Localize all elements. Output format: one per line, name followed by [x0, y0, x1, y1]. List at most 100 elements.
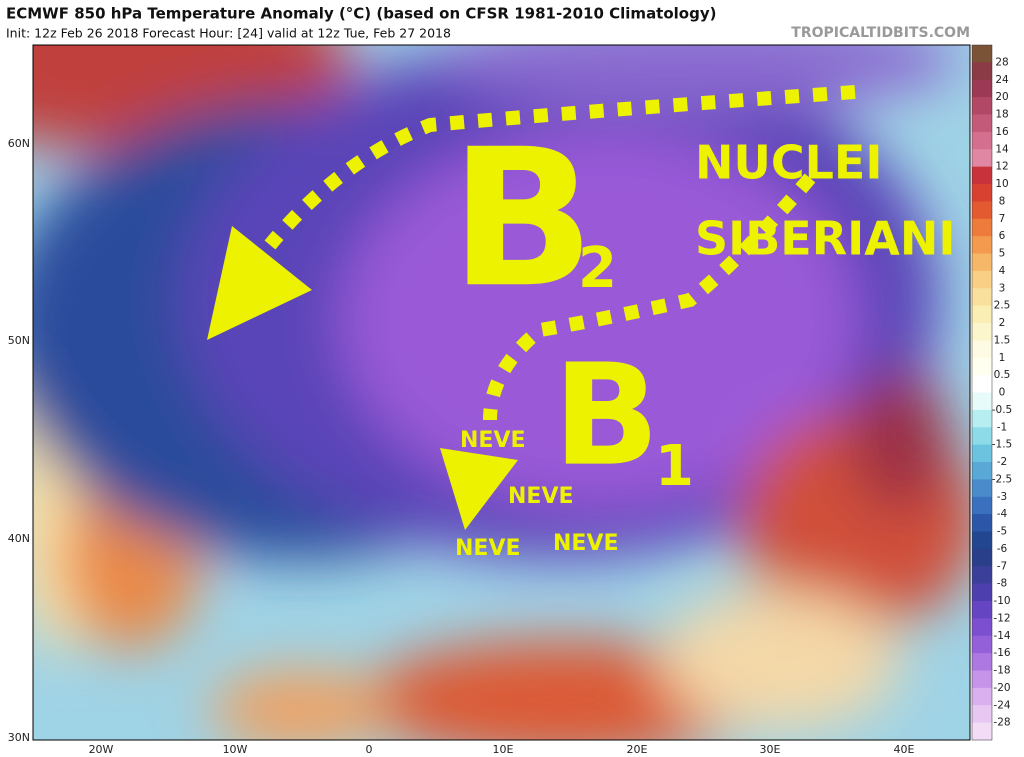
lat-label: 30N — [8, 731, 30, 744]
colorbar-label: -12 — [993, 612, 1010, 624]
colorbar-label: 4 — [999, 265, 1006, 277]
anomaly-shading — [33, 45, 970, 740]
arrowhead-south — [440, 448, 518, 530]
colorbar-label: -1 — [997, 421, 1007, 433]
colorbar-label: 0 — [999, 387, 1006, 399]
colorbar-swatch — [972, 218, 992, 237]
neve-label: NEVE — [455, 536, 521, 561]
colorbar-label: -16 — [993, 647, 1010, 659]
colorbar-swatch — [972, 375, 992, 393]
colorbar-swatch — [972, 184, 992, 202]
colorbar-swatch — [972, 131, 992, 150]
colorbar-swatch — [972, 583, 992, 602]
colorbar-swatch — [972, 340, 992, 359]
colorbar-label: 24 — [995, 74, 1009, 86]
colorbar-label: 2.5 — [994, 300, 1011, 312]
colorbar-label: 1 — [999, 352, 1006, 364]
lat-label: 40N — [8, 532, 30, 545]
colorbar-label: -6 — [997, 543, 1008, 555]
subtitle: Init: 12z Feb 26 2018 Forecast Hour: [24… — [6, 26, 451, 41]
colorbar-label: 1.5 — [994, 334, 1011, 346]
colorbar-swatch — [972, 253, 992, 272]
b2-index: 2 — [578, 236, 617, 301]
annotations: B 2 B 1 NUCLEI SIBERIANI NEVE NEVE NEVE … — [450, 108, 955, 561]
colorbar-swatch — [972, 462, 992, 480]
neve-label: NEVE — [553, 531, 619, 556]
colorbar-label: -2 — [997, 456, 1007, 468]
colorbar-label: -3 — [997, 491, 1007, 503]
colorbar-swatch — [972, 45, 992, 63]
colorbar-label: 8 — [999, 195, 1006, 207]
b1-letter: B — [553, 335, 660, 498]
b1-index: 1 — [655, 434, 694, 499]
neve-label: NEVE — [460, 428, 526, 453]
colorbar-swatch — [972, 687, 992, 706]
colorbar-label: 6 — [999, 230, 1006, 242]
colorbar-swatch — [972, 149, 992, 168]
colorbar-label: 10 — [995, 178, 1008, 190]
colorbar-label: -4 — [997, 508, 1008, 520]
colorbar-swatch — [972, 97, 992, 115]
lon-labels: 20W 10W 0 10E 20E 30E 40E — [89, 743, 915, 756]
colorbar-label: 16 — [995, 126, 1009, 138]
lon-label: 10E — [493, 743, 514, 756]
colorbar-swatch — [972, 479, 992, 498]
colorbar-label: -10 — [993, 595, 1010, 607]
colorbar-swatch — [972, 444, 992, 463]
colorbar-label: 5 — [999, 248, 1006, 260]
colorbar-swatch — [972, 705, 992, 724]
map-frame — [32, 44, 971, 741]
lat-labels: 60N 50N 40N 30N — [8, 137, 30, 744]
colorbar-swatch — [972, 270, 992, 289]
colorbar-swatch — [972, 722, 992, 741]
lon-label: 20W — [89, 743, 114, 756]
lat-label: 60N — [8, 137, 30, 150]
colorbar-label: 18 — [995, 109, 1008, 121]
colorbar-swatch — [972, 392, 992, 411]
colorbar-swatch — [972, 618, 992, 637]
colorbar-label: -24 — [993, 699, 1010, 711]
colorbar-swatch — [972, 357, 992, 376]
arrows — [264, 85, 856, 421]
colorbar-label: 2 — [999, 317, 1006, 329]
colorbar: 28 24 20 18 16 14 12 10 8 7 6 5 4 3 2.5 2 1.5 1 0.5 0 -0.5 -1… — [971, 44, 1013, 741]
colorbar-swatch — [972, 201, 992, 220]
lon-label: 10W — [223, 743, 248, 756]
colorbar-swatch — [972, 496, 992, 515]
colorbar-label: 0.5 — [994, 369, 1011, 381]
colorbar-label: -0.5 — [992, 404, 1013, 416]
lon-label: 20E — [627, 743, 648, 756]
colorbar-label: 3 — [999, 282, 1006, 294]
colorbar-label: 20 — [995, 91, 1008, 103]
colorbar-swatch — [972, 323, 992, 341]
colorbar-swatch — [972, 409, 992, 428]
colorbar-label: 28 — [995, 56, 1008, 68]
b2-letter: B — [450, 108, 595, 329]
lon-label: 30E — [760, 743, 781, 756]
colorbar-label: -2.5 — [992, 473, 1013, 485]
colorbar-swatch — [972, 114, 992, 133]
dotted-arrow-west — [264, 85, 856, 250]
colorbar-label: -1.5 — [992, 439, 1013, 451]
dotted-arrow-south — [483, 173, 816, 421]
lon-label: 40E — [894, 743, 915, 756]
lon-label: 0 — [366, 743, 373, 756]
colorbar-swatch — [972, 601, 992, 619]
siberiani-label: SIBERIANI — [695, 212, 955, 266]
colorbar-label: 14 — [995, 143, 1009, 155]
colorbar-label: -20 — [993, 682, 1010, 694]
colorbar-swatch — [972, 236, 992, 254]
colorbar-swatch — [972, 514, 992, 532]
neve-label: NEVE — [508, 484, 574, 509]
colorbar-label: 12 — [995, 161, 1008, 173]
source: TROPICALTIDBITS.COM — [791, 25, 970, 41]
colorbar-swatch — [972, 653, 992, 671]
nuclei-label: NUCLEI — [695, 136, 882, 190]
colorbar-label: -18 — [993, 665, 1010, 677]
colorbar-swatch — [972, 288, 992, 307]
arrowhead-west — [207, 226, 312, 340]
colorbar-swatch — [972, 62, 992, 81]
lat-label: 50N — [8, 334, 30, 347]
